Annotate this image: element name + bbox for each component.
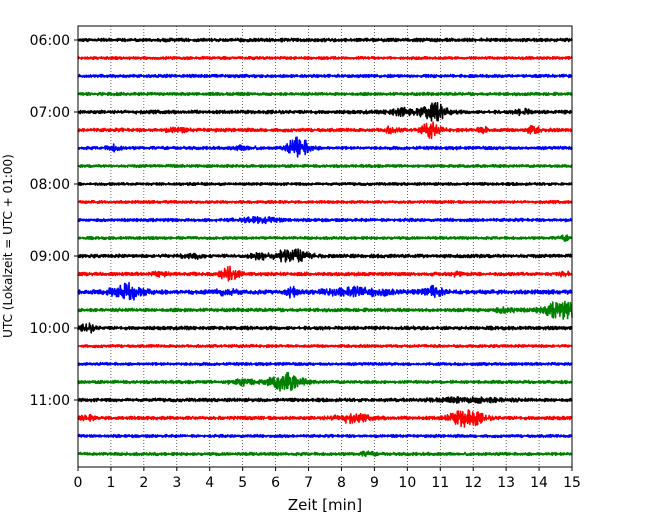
x-tick-label: 15 — [563, 475, 581, 491]
trace-0700 — [77, 101, 573, 122]
x-tick-label: 6 — [271, 475, 280, 491]
x-tick-label: 14 — [530, 475, 548, 491]
trace-1130 — [77, 433, 573, 439]
x-tick-label: 1 — [106, 475, 115, 491]
trace-1030 — [77, 361, 573, 367]
y-axis-ticks: 06:00 07:00 08:00 09:00 10:00 11:00 — [30, 33, 78, 409]
y-tick-label: 06:00 — [30, 33, 70, 49]
x-tick-label: 2 — [139, 475, 148, 491]
trace-1000 — [77, 322, 573, 334]
trace-0945 — [77, 300, 573, 320]
trace-1100 — [77, 396, 573, 404]
x-tick-label: 0 — [74, 475, 83, 491]
trace-1045 — [77, 371, 573, 392]
x-tick-label: 12 — [464, 475, 482, 491]
trace-0930 — [77, 281, 573, 301]
trace-0645 — [77, 91, 573, 97]
x-axis-label: Zeit [min] — [288, 496, 362, 514]
trace-1145 — [77, 450, 573, 458]
trace-layer — [77, 37, 573, 458]
trace-0830 — [77, 215, 573, 225]
trace-0815 — [77, 199, 573, 205]
x-tick-label: 11 — [431, 475, 449, 491]
trace-0630 — [77, 73, 573, 79]
x-tick-label: 8 — [337, 475, 346, 491]
y-tick-label: 08:00 — [30, 177, 70, 193]
x-tick-label: 10 — [398, 475, 416, 491]
y-tick-label: 10:00 — [30, 321, 70, 337]
trace-1115 — [77, 409, 573, 428]
x-tick-label: 4 — [205, 475, 214, 491]
trace-0615 — [77, 55, 573, 61]
trace-0600 — [77, 37, 573, 43]
plot-frame — [77, 25, 573, 468]
trace-0745 — [77, 163, 573, 169]
trace-1015 — [77, 343, 573, 349]
x-tick-label: 13 — [497, 475, 515, 491]
y-tick-label: 09:00 — [30, 249, 70, 265]
trace-0900 — [77, 248, 573, 263]
trace-0800 — [77, 181, 573, 187]
x-tick-label: 7 — [304, 475, 313, 491]
y-tick-label: 07:00 — [30, 105, 70, 121]
x-axis-ticks: 0 1 2 3 4 5 6 7 8 9 10 11 12 13 14 15 — [74, 467, 581, 491]
trace-0715 — [77, 121, 573, 140]
trace-0915 — [77, 265, 573, 282]
x-tick-label: 5 — [238, 475, 247, 491]
y-tick-label: 11:00 — [30, 393, 70, 409]
x-tick-label: 9 — [370, 475, 379, 491]
y-axis-label: UTC (Lokalzeit = UTC + 01:00) — [1, 154, 15, 338]
trace-0730 — [77, 136, 573, 158]
trace-0845 — [77, 234, 573, 242]
x-tick-label: 3 — [172, 475, 181, 491]
